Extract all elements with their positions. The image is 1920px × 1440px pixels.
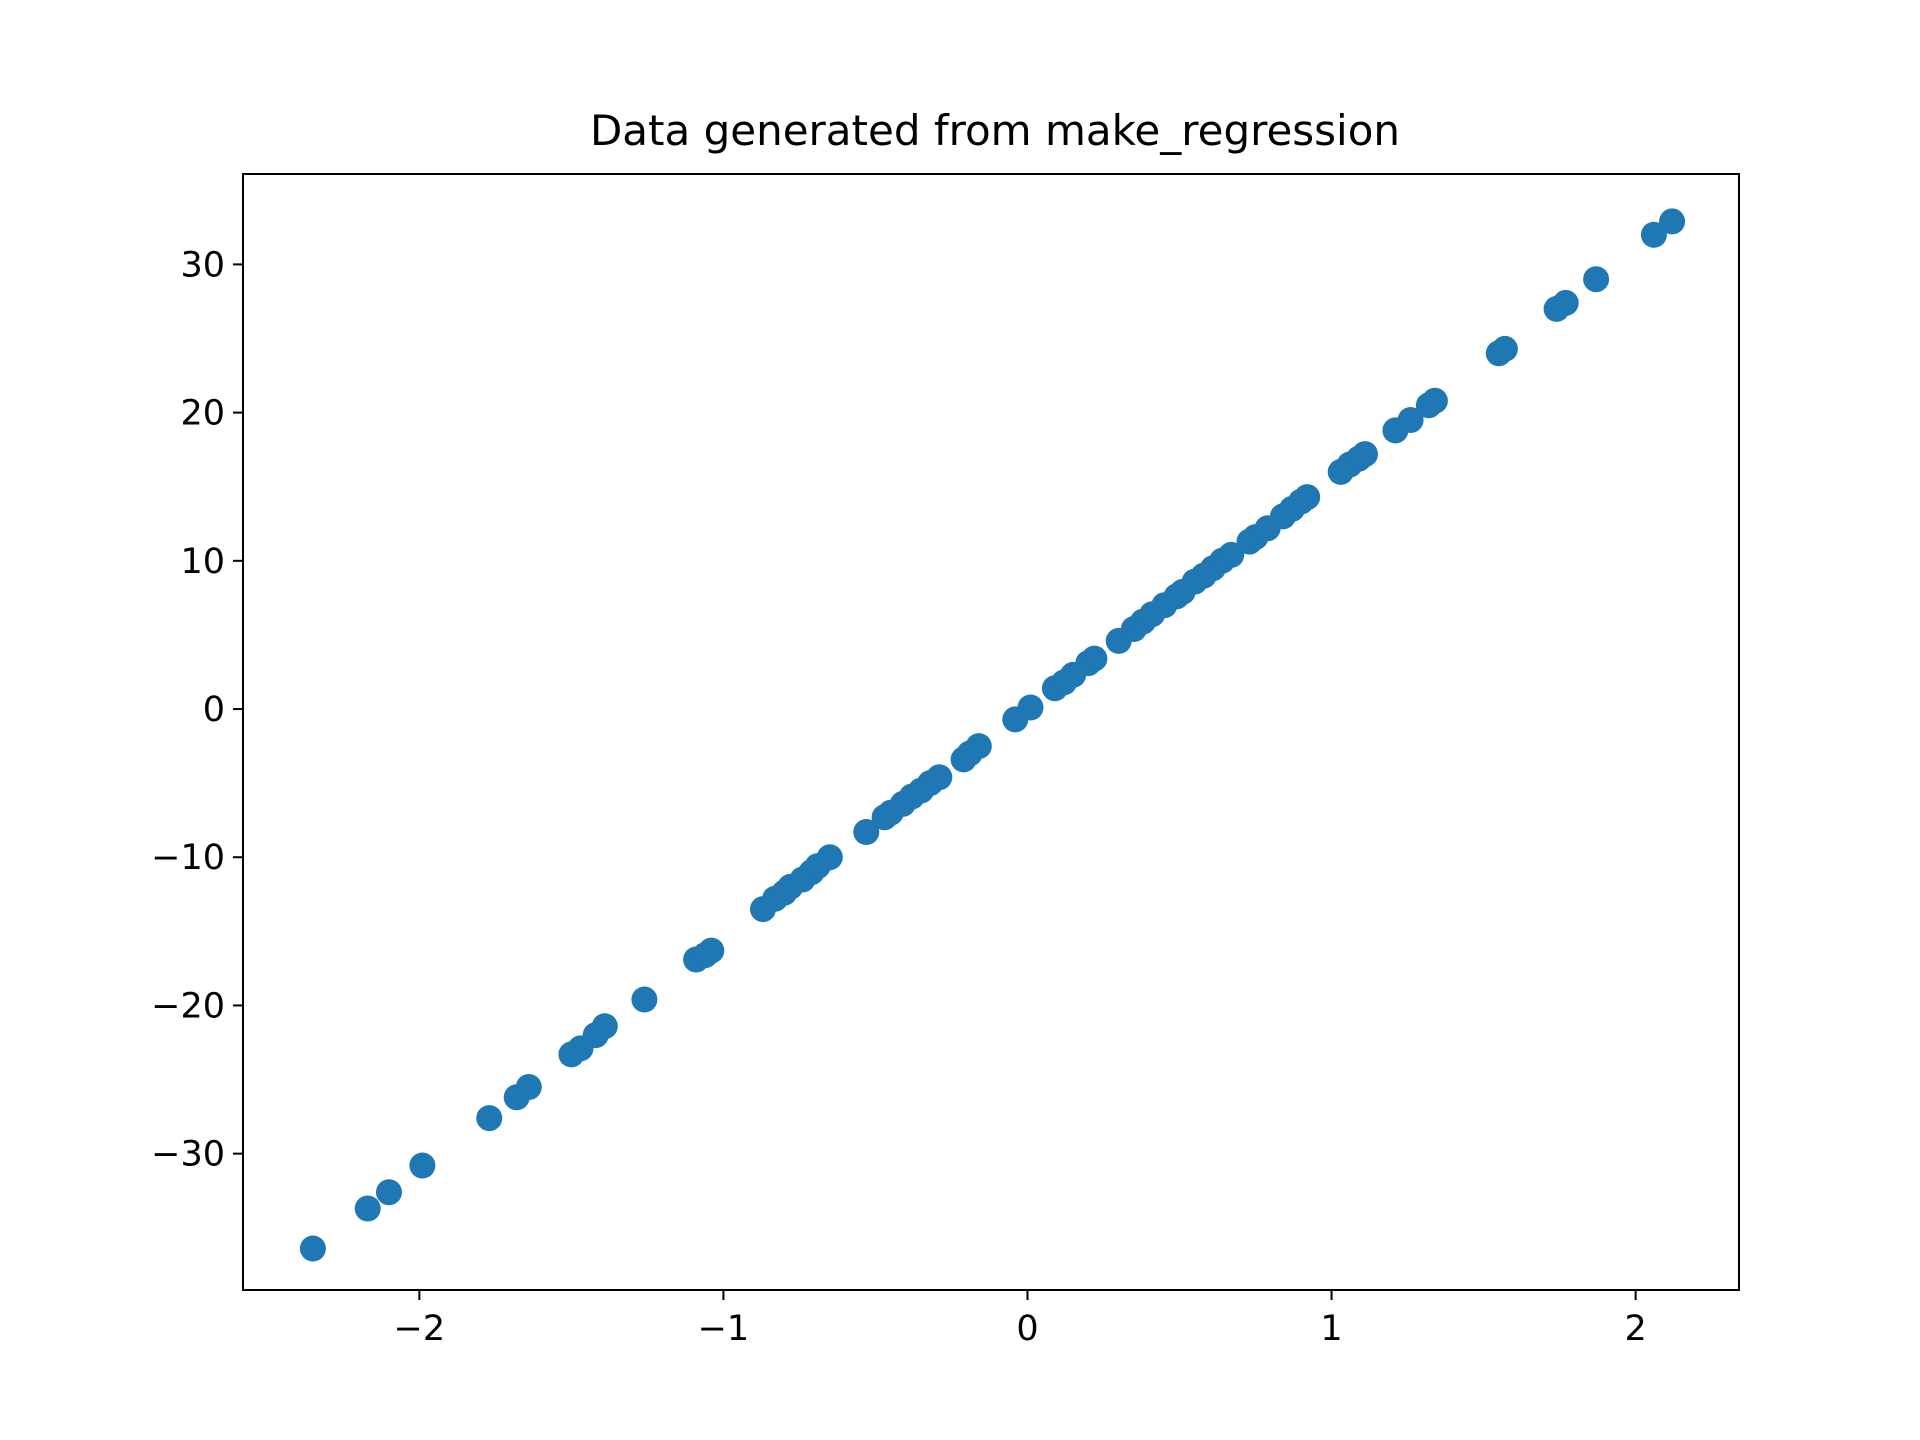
y-tick-label: 10: [180, 542, 225, 582]
data-point-35: [1017, 694, 1044, 721]
data-point-69: [1491, 335, 1518, 362]
data-point-59: [1294, 484, 1321, 511]
y-tick-label: −30: [151, 1135, 225, 1175]
y-tick-label: −20: [151, 986, 225, 1026]
x-tick-label: 2: [1624, 1309, 1646, 1349]
data-point-63: [1352, 441, 1378, 468]
x-tick-label: −2: [394, 1309, 446, 1349]
data-point-52: [1218, 541, 1245, 568]
data-point-40: [1081, 645, 1108, 672]
chart-title: Data generated from make_regression: [590, 106, 1400, 155]
y-axis: −30 −20 −10 0 10 20 30: [151, 245, 243, 1175]
data-point-0: [299, 1235, 326, 1262]
data-point-33: [965, 733, 992, 760]
data-point-3: [409, 1152, 436, 1179]
data-point-71: [1552, 289, 1579, 316]
data-point-22: [816, 844, 843, 871]
x-tick-label: −1: [698, 1309, 750, 1349]
data-point-65: [1397, 407, 1424, 433]
data-point-23: [853, 819, 880, 845]
y-tick-label: 30: [180, 245, 225, 285]
data-point-6: [515, 1074, 542, 1100]
y-tick-label: −10: [151, 838, 225, 878]
data-point-14: [698, 937, 725, 964]
data-point-30: [926, 764, 953, 791]
data-point-73: [1640, 221, 1667, 248]
data-point-4: [476, 1105, 503, 1132]
data-point-1: [354, 1195, 381, 1222]
data-point-2: [376, 1179, 402, 1206]
data-point-67: [1421, 387, 1448, 414]
x-axis: −2 −1 0 1 2: [394, 1290, 1647, 1349]
data-point-74: [1659, 208, 1686, 235]
data-point-72: [1583, 266, 1610, 293]
plot-area-frame: [242, 173, 1740, 1291]
y-tick-label: 20: [180, 394, 225, 434]
x-tick-label: 1: [1320, 1309, 1342, 1349]
data-points: [299, 208, 1686, 1262]
data-point-10: [591, 1013, 618, 1040]
y-tick-label: 0: [203, 690, 225, 730]
data-point-11: [631, 986, 658, 1013]
x-tick-label: 0: [1016, 1309, 1038, 1349]
